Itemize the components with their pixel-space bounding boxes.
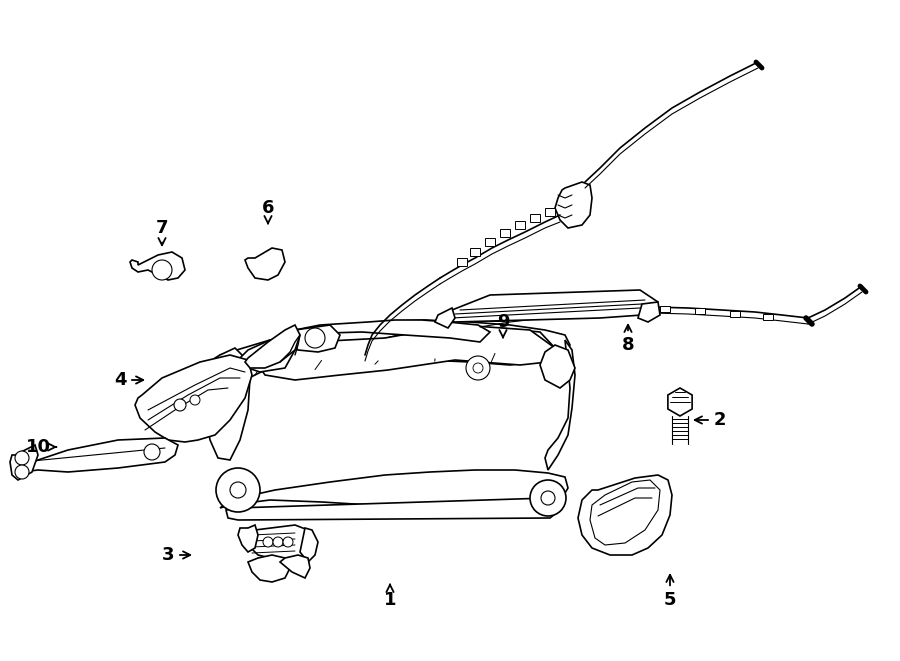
Polygon shape [668, 388, 692, 416]
Polygon shape [540, 345, 575, 388]
Circle shape [15, 465, 29, 479]
Text: 3: 3 [162, 546, 190, 564]
Polygon shape [245, 525, 312, 562]
Polygon shape [470, 248, 480, 256]
Text: 1: 1 [383, 584, 396, 609]
Text: 9: 9 [497, 313, 509, 337]
Polygon shape [130, 252, 185, 280]
Polygon shape [226, 498, 560, 520]
Polygon shape [515, 221, 525, 229]
Polygon shape [245, 248, 285, 280]
Polygon shape [15, 438, 178, 472]
Polygon shape [545, 340, 575, 470]
Polygon shape [290, 325, 340, 352]
Polygon shape [457, 258, 467, 266]
Polygon shape [438, 290, 658, 322]
Text: 6: 6 [262, 199, 274, 223]
Polygon shape [248, 555, 290, 582]
Text: 7: 7 [156, 219, 168, 245]
Circle shape [466, 356, 490, 380]
Circle shape [230, 482, 246, 498]
Circle shape [530, 480, 566, 516]
Circle shape [541, 491, 555, 505]
Text: 8: 8 [622, 325, 634, 354]
Circle shape [263, 537, 273, 547]
Polygon shape [285, 320, 490, 342]
Circle shape [283, 537, 293, 547]
Polygon shape [10, 445, 38, 480]
Polygon shape [660, 306, 670, 312]
Polygon shape [695, 308, 705, 314]
Polygon shape [557, 308, 567, 314]
Polygon shape [135, 355, 252, 442]
Polygon shape [578, 475, 672, 555]
Circle shape [305, 328, 325, 348]
Polygon shape [590, 480, 660, 545]
Polygon shape [240, 328, 555, 380]
Polygon shape [763, 314, 773, 320]
Polygon shape [591, 306, 601, 312]
Text: 5: 5 [664, 575, 676, 609]
Polygon shape [730, 311, 740, 317]
Circle shape [216, 468, 260, 512]
Polygon shape [523, 311, 533, 317]
Text: 10: 10 [25, 438, 56, 456]
Polygon shape [240, 338, 295, 372]
Circle shape [190, 395, 200, 405]
Polygon shape [530, 214, 540, 222]
Polygon shape [625, 305, 635, 311]
Polygon shape [238, 525, 258, 552]
Polygon shape [300, 528, 318, 562]
Polygon shape [255, 325, 555, 380]
Circle shape [152, 260, 172, 280]
Text: 4: 4 [113, 371, 143, 389]
Polygon shape [435, 308, 455, 328]
Text: 2: 2 [695, 411, 726, 429]
Polygon shape [490, 315, 500, 321]
Circle shape [144, 444, 160, 460]
Polygon shape [555, 182, 592, 228]
Circle shape [174, 399, 186, 411]
Polygon shape [545, 208, 555, 216]
Polygon shape [280, 555, 310, 578]
Circle shape [273, 537, 283, 547]
Polygon shape [485, 238, 495, 246]
Polygon shape [638, 302, 660, 322]
Polygon shape [245, 325, 300, 368]
Polygon shape [205, 348, 250, 460]
Circle shape [15, 451, 29, 465]
Polygon shape [220, 470, 568, 508]
Circle shape [473, 363, 483, 373]
Polygon shape [215, 320, 570, 368]
Polygon shape [500, 229, 510, 237]
